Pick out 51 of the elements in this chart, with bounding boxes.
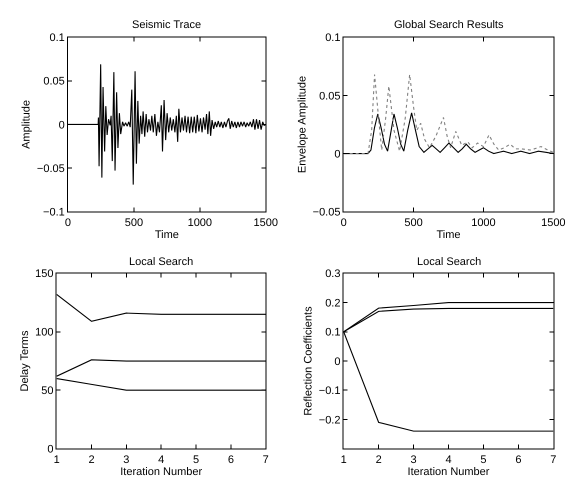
y-axis-title: Reflection Coefficients (302, 306, 314, 416)
y-tick-label: 150 (35, 268, 54, 280)
y-axis-title: Envelope Amplitude (296, 76, 308, 174)
x-tick-label: 2 (376, 454, 382, 466)
y-tick-label: 0.3 (325, 268, 340, 280)
x-axis-title: Time (154, 229, 179, 242)
y-tick-label: 50 (41, 385, 54, 398)
x-tick-label: 4 (158, 454, 164, 466)
y-tick-label: 0.05 (319, 90, 340, 102)
y-tick-label: −0.2 (318, 414, 340, 426)
y-tick-label: 0.05 (43, 76, 65, 88)
chart-title: Seismic Trace (132, 19, 202, 31)
x-tick-label: 500 (124, 216, 144, 229)
y-tick-label: −0.05 (36, 162, 65, 175)
x-tick-label: 500 (404, 216, 423, 229)
y-tick-label: 0 (334, 356, 340, 368)
x-tick-label: 1500 (541, 216, 566, 229)
y-tick-label: 0 (58, 119, 65, 132)
x-tick-label: 3 (123, 454, 130, 466)
x-tick-label: 3 (410, 454, 417, 466)
y-tick-label: 0 (334, 148, 340, 160)
y-tick-label: 0 (47, 444, 54, 456)
x-axis-title: Iteration Number (408, 466, 490, 478)
chart-title: Local Search (417, 256, 482, 268)
y-axis-title: Delay Terms (18, 330, 31, 392)
y-tick-label: −0.05 (312, 206, 340, 218)
x-tick-label: 1 (340, 454, 347, 466)
y-tick-label: 0.1 (325, 32, 340, 44)
y-tick-label: −0.1 (43, 206, 65, 218)
y-tick-label: −0.1 (318, 385, 340, 398)
y-tick-label: 0.1 (49, 32, 65, 44)
x-tick-label: 1 (54, 454, 60, 466)
chart-title: Local Search (129, 256, 194, 268)
x-tick-label: 1000 (471, 216, 496, 229)
x-tick-label: 6 (515, 454, 522, 466)
x-tick-label: 7 (550, 454, 556, 466)
y-tick-label: 0.1 (325, 326, 340, 339)
x-tick-label: 7 (262, 454, 269, 466)
x-tick-label: 5 (480, 454, 486, 466)
x-tick-label: 1500 (253, 216, 278, 229)
x-tick-label: 2 (88, 454, 95, 466)
x-tick-label: 5 (192, 454, 200, 466)
y-tick-label: 100 (35, 326, 54, 339)
x-tick-label: 1000 (188, 216, 212, 229)
x-axis-title: Time (436, 229, 461, 242)
x-axis-title: Iteration Number (120, 466, 202, 478)
y-tick-label: 0.2 (325, 297, 340, 310)
y-axis-title: Amplitude (20, 100, 33, 149)
chart-title: Global Search Results (394, 19, 504, 31)
x-tick-label: 6 (228, 454, 234, 466)
x-tick-label: 4 (445, 454, 452, 466)
